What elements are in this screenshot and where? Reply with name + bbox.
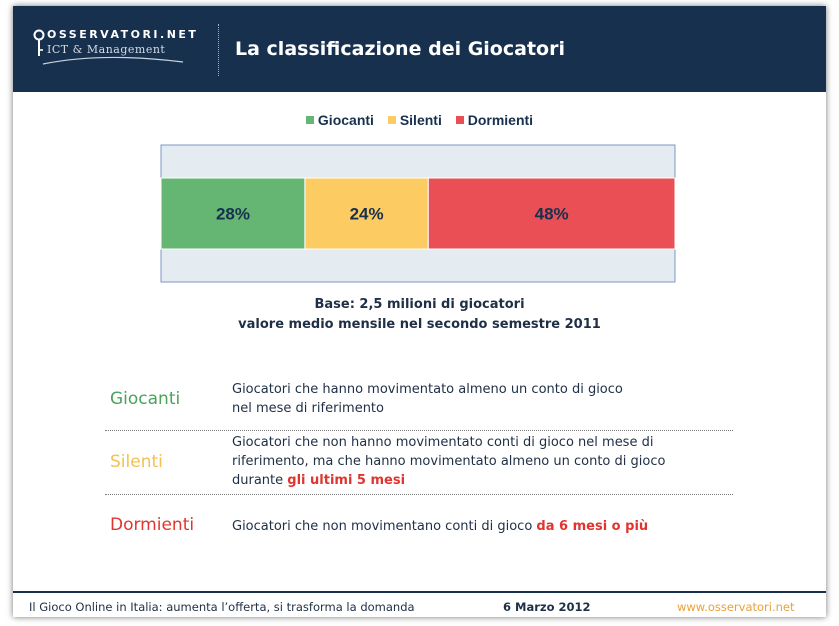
logo-top-text: OSSERVATORI.NET: [47, 28, 199, 41]
base-note: Base: 2,5 milioni di giocatori valore me…: [13, 295, 826, 335]
chart-legend: Giocanti Silenti Dormienti: [13, 112, 826, 128]
definition-text-dormienti: Giocatori che non movimentano conti di g…: [232, 517, 752, 536]
legend-label: Dormienti: [467, 112, 534, 128]
legend-item-silenti: Silenti: [387, 112, 442, 128]
footer-date: 6 Marzo 2012: [503, 600, 591, 614]
legend-swatch-silenti: [387, 116, 396, 124]
legend-swatch-dormienti: [455, 116, 464, 124]
bar-segment-dormienti: [427, 177, 676, 250]
legend-swatch-giocanti: [305, 116, 314, 124]
stacked-bar-chart: 28% 24% 48%: [160, 144, 676, 283]
data-label-giocanti: 28%: [216, 205, 250, 224]
data-label-dormienti: 48%: [535, 205, 569, 224]
footer-subtitle: Il Gioco Online in Italia: aumenta l’off…: [29, 600, 415, 614]
header-divider: [218, 24, 219, 76]
legend-label: Giocanti: [317, 112, 374, 128]
definition-line: nel mese di riferimento: [232, 401, 384, 416]
definition-label-giocanti: Giocanti: [110, 389, 181, 409]
bar-segment-giocanti: [160, 177, 306, 250]
definition-line: Giocatori che non hanno movimentato cont…: [232, 435, 654, 450]
data-label-silenti: 24%: [350, 205, 384, 224]
header: OSSERVATORI.NET ICT & Management La clas…: [13, 6, 826, 92]
definition-prefix: Giocatori che non movimentano conti di g…: [232, 519, 537, 534]
footer-url[interactable]: www.osservatori.net: [677, 600, 795, 614]
key-logo-icon: [33, 29, 184, 65]
divider: [105, 430, 733, 431]
definition-highlight: da 6 mesi o più: [536, 519, 649, 534]
slide-title: La classificazione dei Giocatori: [235, 38, 565, 60]
definition-text-silenti: Giocatori che non hanno movimentato cont…: [232, 433, 752, 490]
definition-line: Giocatori che non movimentano conti di g…: [232, 517, 752, 536]
definition-highlight: gli ultimi 5 mesi: [287, 473, 406, 488]
definition-prefix: durante: [232, 473, 288, 488]
definition-label-dormienti: Dormienti: [110, 515, 195, 535]
bar-segment-silenti: [304, 177, 429, 250]
base-note-line1: Base: 2,5 milioni di giocatori: [314, 297, 525, 312]
divider: [105, 494, 733, 495]
logo-bottom-text: ICT & Management: [47, 43, 166, 56]
definition-text-giocanti: Giocatori che hanno movimentato almeno u…: [232, 380, 752, 418]
slide: OSSERVATORI.NET ICT & Management La clas…: [13, 6, 826, 617]
definition-line: Giocatori che hanno movimentato almeno u…: [232, 382, 623, 397]
definition-line: durante gli ultimi 5 mesi: [232, 471, 752, 490]
legend-item-giocanti: Giocanti: [305, 112, 374, 128]
legend-item-dormienti: Dormienti: [455, 112, 534, 128]
definition-label-silenti: Silenti: [110, 452, 163, 472]
definition-line: riferimento, ma che hanno movimentato al…: [232, 454, 666, 469]
base-note-line2: valore medio mensile nel secondo semestr…: [238, 317, 601, 332]
legend-label: Silenti: [399, 112, 442, 128]
osservatori-logo: OSSERVATORI.NET ICT & Management: [33, 28, 223, 78]
footer-divider: [13, 591, 826, 593]
